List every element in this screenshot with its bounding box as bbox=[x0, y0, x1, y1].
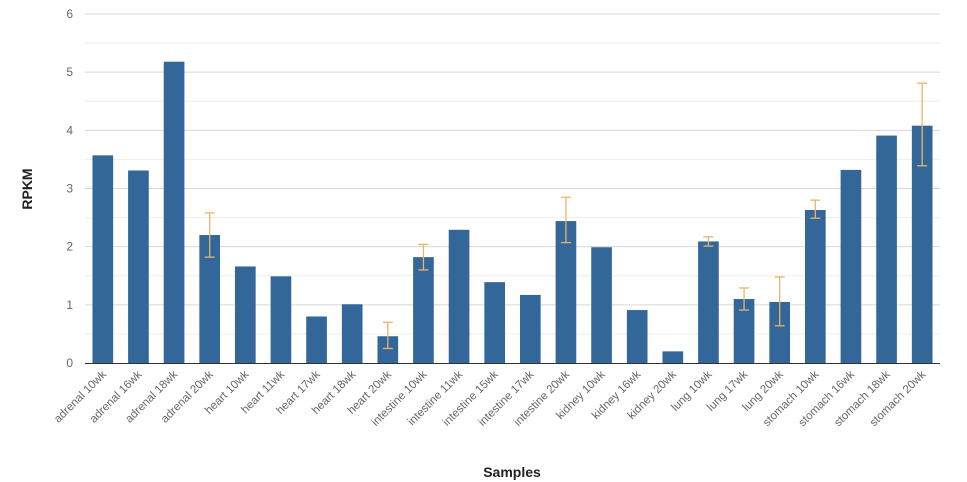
bar bbox=[484, 282, 506, 363]
y-tick-label: 5 bbox=[66, 65, 73, 79]
y-tick-label: 6 bbox=[66, 7, 73, 21]
bar-series bbox=[92, 61, 933, 364]
x-axis-title: Samples bbox=[483, 464, 541, 480]
bar bbox=[519, 294, 541, 363]
y-tick-label: 0 bbox=[66, 356, 73, 370]
error-bar bbox=[739, 287, 750, 311]
error-bar bbox=[917, 82, 928, 167]
bar bbox=[662, 351, 684, 363]
bar bbox=[163, 61, 185, 364]
grid-lines bbox=[85, 13, 940, 335]
bar bbox=[413, 257, 434, 363]
bar bbox=[876, 135, 897, 363]
bar bbox=[341, 304, 363, 363]
bar bbox=[128, 170, 149, 363]
bar bbox=[626, 310, 648, 363]
bar bbox=[306, 316, 327, 363]
error-bar bbox=[418, 243, 429, 271]
error-bar bbox=[382, 321, 393, 350]
bar bbox=[270, 276, 292, 363]
bar bbox=[733, 299, 755, 363]
error-bars bbox=[204, 82, 928, 350]
error-bar bbox=[774, 276, 785, 327]
error-bar bbox=[204, 212, 215, 258]
error-bar bbox=[560, 196, 571, 244]
bar bbox=[698, 241, 719, 363]
bar bbox=[840, 169, 862, 363]
bar bbox=[555, 221, 577, 363]
bar bbox=[199, 235, 221, 363]
bar bbox=[804, 210, 826, 363]
bar bbox=[377, 336, 399, 363]
y-tick-label: 4 bbox=[66, 123, 73, 137]
bar bbox=[234, 266, 256, 363]
error-bar bbox=[703, 236, 714, 247]
bar bbox=[591, 247, 612, 363]
y-tick-label: 2 bbox=[66, 240, 73, 254]
y-tick-label: 1 bbox=[66, 298, 73, 312]
y-axis-title: RPKM bbox=[19, 168, 35, 209]
bar bbox=[448, 229, 470, 363]
bar bbox=[769, 301, 791, 363]
y-tick-label: 3 bbox=[66, 182, 73, 196]
y-axis-ticks: 0 1 2 3 4 5 6 bbox=[66, 7, 73, 370]
error-bar bbox=[810, 199, 821, 219]
bar bbox=[92, 155, 114, 363]
bar bbox=[911, 125, 933, 364]
